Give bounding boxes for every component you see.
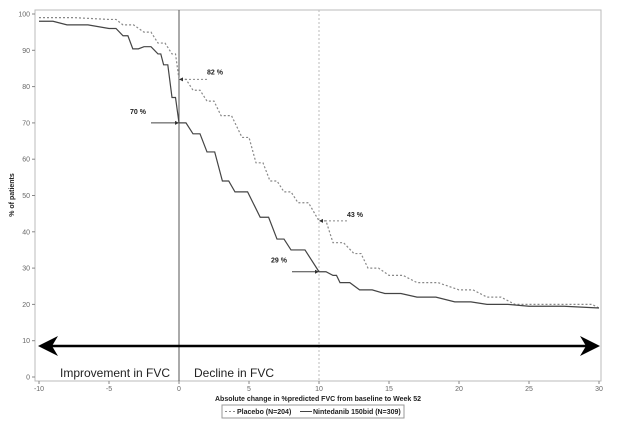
legend: Placebo (N=204) Nintedanib 150bid (N=309… <box>221 404 405 419</box>
y-axis-label: % of patients <box>9 173 16 217</box>
y-tick-label: 70 <box>22 120 30 127</box>
x-tick-label: -5 <box>106 386 112 393</box>
x-tick-label: 30 <box>595 386 603 393</box>
region-label-improvement: Improvement in FVC <box>60 366 170 380</box>
y-tick-label: 80 <box>22 84 30 91</box>
y-tick-label: 40 <box>22 229 30 236</box>
double-arrow <box>38 336 600 356</box>
y-tick-label: 50 <box>22 193 30 200</box>
legend-placebo: Placebo (N=204) <box>237 409 291 416</box>
y-tick-label: 90 <box>22 48 30 55</box>
annotation-arrowhead <box>319 218 323 223</box>
plot-frame <box>34 9 602 382</box>
x-axis-label: Absolute change in %predicted FVC from b… <box>215 396 421 403</box>
y-tick-label: 20 <box>22 302 30 309</box>
y-tick-label: 60 <box>22 157 30 164</box>
annotation-arrowhead <box>315 269 319 274</box>
x-tick-label: 5 <box>247 386 251 393</box>
y-tick-label: 0 <box>26 375 30 382</box>
x-tick-label: 0 <box>177 386 181 393</box>
annotation-label: 43 % <box>347 212 364 219</box>
y-tick-label: 10 <box>22 338 30 345</box>
x-tick-label: 15 <box>385 386 393 393</box>
region-label-decline: Decline in FVC <box>194 366 274 380</box>
annotation-label: 82 % <box>207 69 224 76</box>
legend-nintedanib: Nintedanib 150bid (N=309) <box>313 409 401 416</box>
y-tick-label: 100 <box>18 12 30 19</box>
x-tick-label: 20 <box>455 386 463 393</box>
x-tick-label: -10 <box>34 386 44 393</box>
x-tick-label: 25 <box>525 386 533 393</box>
annotation-arrowhead <box>175 120 179 125</box>
y-tick-label: 30 <box>22 266 30 273</box>
x-tick-label: 10 <box>315 386 323 393</box>
annotation-label: 29 % <box>271 258 288 265</box>
annotation-arrowhead <box>179 77 183 82</box>
annotation-label: 70 % <box>130 109 147 116</box>
series-nintedanib <box>39 20 600 309</box>
